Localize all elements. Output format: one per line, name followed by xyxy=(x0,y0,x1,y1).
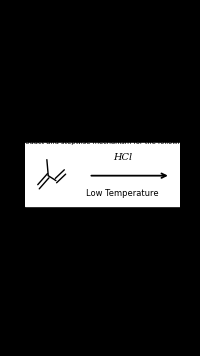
Text: Low Temperature: Low Temperature xyxy=(86,189,159,198)
Text: Draw the product and stepwise mechanism for the following reaction.: Draw the product and stepwise mechanism … xyxy=(0,139,200,145)
Bar xyxy=(25,143,180,206)
Text: HCl: HCl xyxy=(113,153,132,162)
